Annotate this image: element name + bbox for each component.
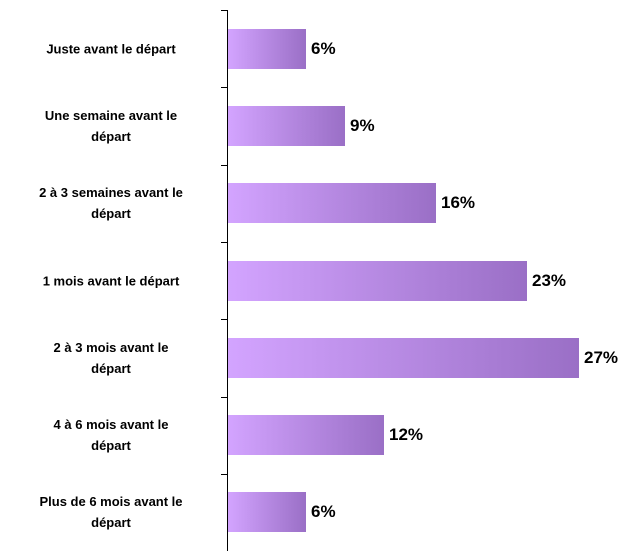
value-label: 6% — [311, 502, 336, 522]
bar — [228, 415, 384, 456]
bar — [228, 105, 345, 146]
category-label: 4 à 6 mois avant le départ — [53, 417, 169, 454]
axis-tick — [221, 473, 227, 475]
axis-tick — [221, 10, 227, 11]
value-label: 23% — [532, 270, 567, 290]
axis-line — [227, 10, 228, 551]
value-label: 16% — [441, 193, 476, 213]
category-label: Juste avant le départ — [46, 41, 176, 57]
bar — [228, 28, 306, 69]
category-label: 2 à 3 mois avant le départ — [53, 339, 169, 376]
axis-tick — [221, 87, 227, 89]
value-label: 6% — [311, 38, 336, 58]
axis-tick — [221, 241, 227, 243]
bar — [228, 492, 306, 533]
value-label: 27% — [584, 347, 619, 367]
bar — [228, 260, 527, 301]
value-label: 12% — [389, 425, 424, 445]
category-label: Plus de 6 mois avant le départ — [39, 494, 183, 531]
value-label: 9% — [350, 115, 375, 135]
axis-tick — [221, 396, 227, 398]
category-label: Une semaine avant le départ — [44, 107, 178, 144]
axis-tick — [221, 164, 227, 166]
bar — [228, 337, 579, 378]
bar — [228, 183, 436, 224]
category-label: 2 à 3 semaines avant le départ — [39, 185, 183, 222]
axis-tick — [221, 319, 227, 321]
category-label: 1 mois avant le départ — [42, 273, 180, 289]
